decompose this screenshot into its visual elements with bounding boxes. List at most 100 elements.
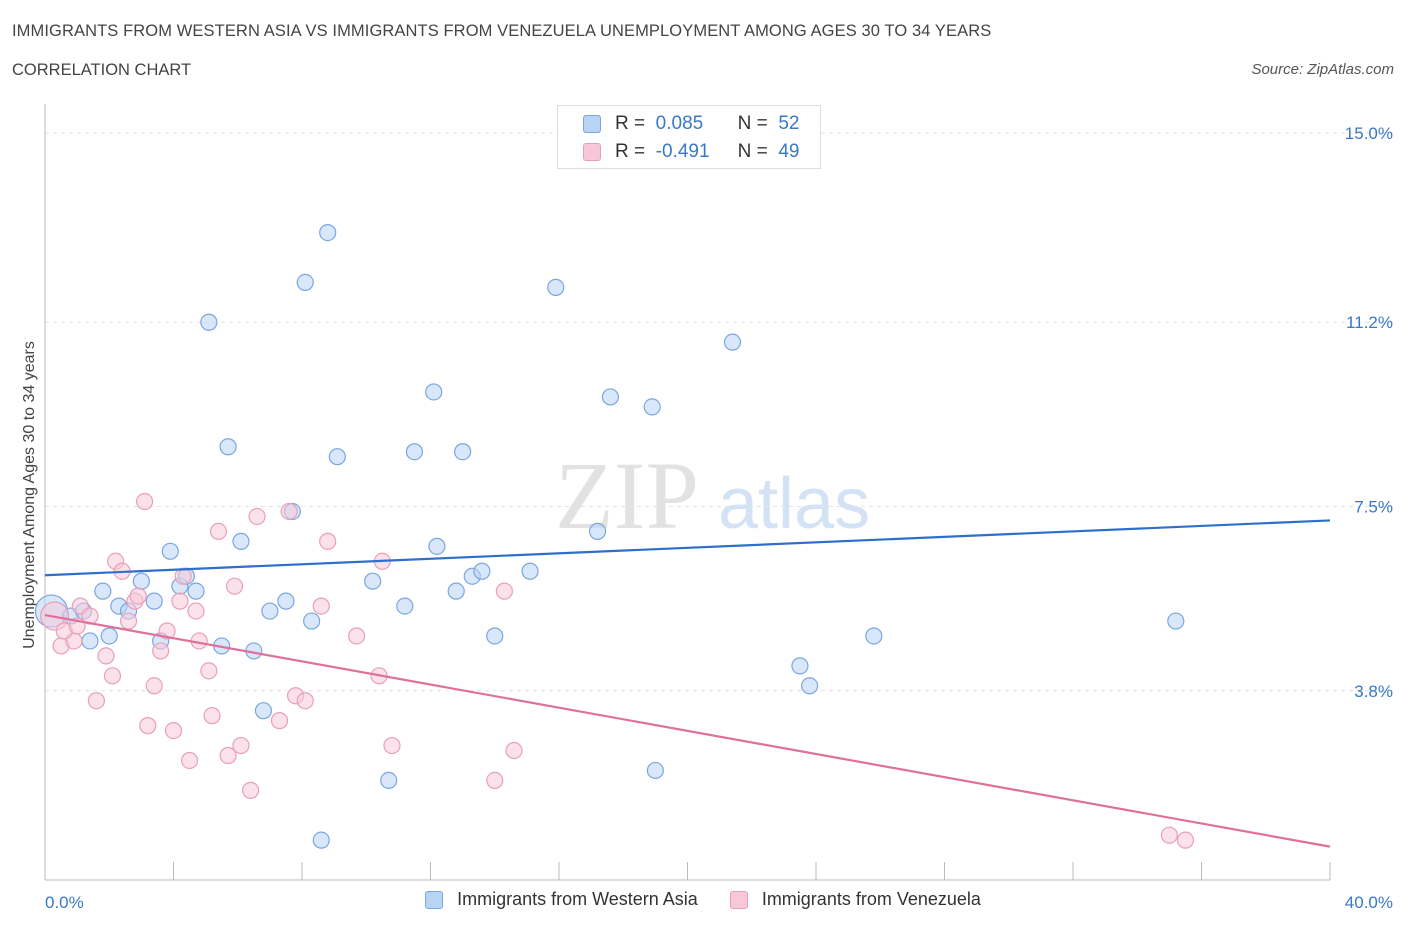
western-asia-point xyxy=(428,537,446,555)
venezuela-point xyxy=(270,712,289,730)
western-asia-point xyxy=(405,443,424,461)
western-asia-point xyxy=(254,702,273,720)
western-asia-point xyxy=(646,761,664,780)
watermark-atlas: atlas xyxy=(718,464,870,544)
western-asia-point xyxy=(261,602,279,620)
western-asia-point xyxy=(296,273,314,291)
chart-title: IMMIGRANTS FROM WESTERN ASIA VS IMMIGRAN… xyxy=(12,22,992,40)
r-label: R = xyxy=(615,141,646,162)
venezuela-point xyxy=(200,662,218,680)
venezuela-legend-swatch xyxy=(729,890,748,909)
western-asia-point xyxy=(161,542,179,560)
n-label: N = xyxy=(737,113,768,134)
western-asia-point xyxy=(447,582,465,600)
western-asia-point xyxy=(865,627,883,645)
y-tick-label: 7.5% xyxy=(1354,498,1393,517)
western-asia-point xyxy=(219,438,237,456)
source-label: Source: ZipAtlas.com xyxy=(1251,61,1394,78)
legend-item-western-asia[interactable]: Immigrants from Western Asia xyxy=(425,889,698,910)
western-asia-point xyxy=(396,597,414,615)
r-value: 0.085 xyxy=(655,113,704,134)
watermark-zip: ZIP xyxy=(555,442,699,549)
venezuela-point xyxy=(219,746,237,765)
x-tick-label: 40.0% xyxy=(1345,893,1393,912)
stats-legend: R = 0.085 N = 52 R = -0.491 N = 49 xyxy=(557,105,821,169)
western-asia-point xyxy=(303,612,321,630)
venezuela-point xyxy=(187,602,205,620)
western-asia-point xyxy=(454,443,472,461)
n-value: 52 xyxy=(778,113,800,134)
venezuela-point xyxy=(135,492,154,511)
western-asia-point xyxy=(277,592,295,610)
western-asia-point xyxy=(473,562,491,580)
western-asia-point xyxy=(521,562,539,580)
venezuela-point xyxy=(248,507,266,526)
western-asia-point xyxy=(187,582,205,600)
venezuela-point xyxy=(225,577,244,595)
venezuela-trendline xyxy=(44,613,1331,848)
western-asia-point xyxy=(94,582,112,600)
venezuela-point xyxy=(119,612,138,630)
stats-legend-row-western-asia: R = 0.085 N = 52 xyxy=(583,111,799,137)
y-tick-label: 11.2% xyxy=(1346,313,1393,332)
venezuela-point xyxy=(319,532,337,550)
venezuela-point xyxy=(139,717,157,735)
western-asia-point xyxy=(132,572,150,590)
legend-label-venezuela: Immigrants from Venezuela xyxy=(761,889,981,909)
western-asia-legend-swatch xyxy=(425,890,444,909)
venezuela-point xyxy=(348,627,366,645)
western-asia-trendline xyxy=(44,519,1331,577)
western-asia-point xyxy=(328,448,346,466)
western-asia-point xyxy=(145,592,163,610)
venezuela-point xyxy=(280,502,298,521)
western-asia-point xyxy=(100,627,118,645)
western-asia-swatch xyxy=(583,115,601,133)
western-asia-point xyxy=(723,333,742,351)
x-tick-label: 0.0% xyxy=(45,893,84,912)
venezuela-point xyxy=(242,781,260,799)
chart-subtitle: CORRELATION CHART xyxy=(12,61,192,79)
venezuela-point xyxy=(129,587,147,605)
venezuela-point xyxy=(1176,831,1195,849)
r-value: -0.491 xyxy=(655,141,710,162)
venezuela-point xyxy=(158,622,176,640)
legend-item-venezuela[interactable]: Immigrants from Venezuela xyxy=(729,889,981,910)
venezuela-point xyxy=(97,647,115,665)
venezuela-point xyxy=(383,736,401,755)
western-asia-point xyxy=(232,532,250,550)
venezuela-point xyxy=(145,677,163,695)
western-asia-point xyxy=(547,278,565,296)
western-asia-point xyxy=(601,388,620,406)
venezuela-point xyxy=(312,597,330,615)
venezuela-point xyxy=(296,692,314,710)
western-asia-point xyxy=(588,522,607,541)
western-asia-point xyxy=(791,657,809,675)
western-asia-point xyxy=(380,771,398,790)
venezuela-point xyxy=(164,721,183,740)
western-asia-point xyxy=(364,572,382,590)
venezuela-point xyxy=(152,642,170,660)
r-label: R = xyxy=(615,113,646,134)
western-asia-point xyxy=(643,398,661,416)
venezuela-point xyxy=(1160,826,1178,844)
venezuela-point xyxy=(505,741,523,760)
n-label: N = xyxy=(737,141,768,162)
western-asia-point xyxy=(312,831,330,849)
venezuela-point xyxy=(180,751,199,770)
venezuela-point xyxy=(174,567,192,585)
western-asia-point xyxy=(319,224,337,242)
venezuela-point xyxy=(209,522,228,541)
western-asia-point xyxy=(1167,612,1185,630)
n-value: 49 xyxy=(778,141,800,162)
y-tick-label: 15.0% xyxy=(1345,124,1393,143)
stats-legend-row-venezuela: R = -0.491 N = 49 xyxy=(583,139,799,165)
western-asia-point xyxy=(486,627,504,645)
venezuela-point xyxy=(486,771,504,790)
venezuela-point xyxy=(203,707,221,725)
western-asia-point xyxy=(800,677,819,695)
western-asia-point xyxy=(200,313,218,331)
venezuela-point xyxy=(87,692,106,710)
legend-label-western-asia: Immigrants from Western Asia xyxy=(457,889,698,909)
venezuela-swatch xyxy=(583,143,601,161)
